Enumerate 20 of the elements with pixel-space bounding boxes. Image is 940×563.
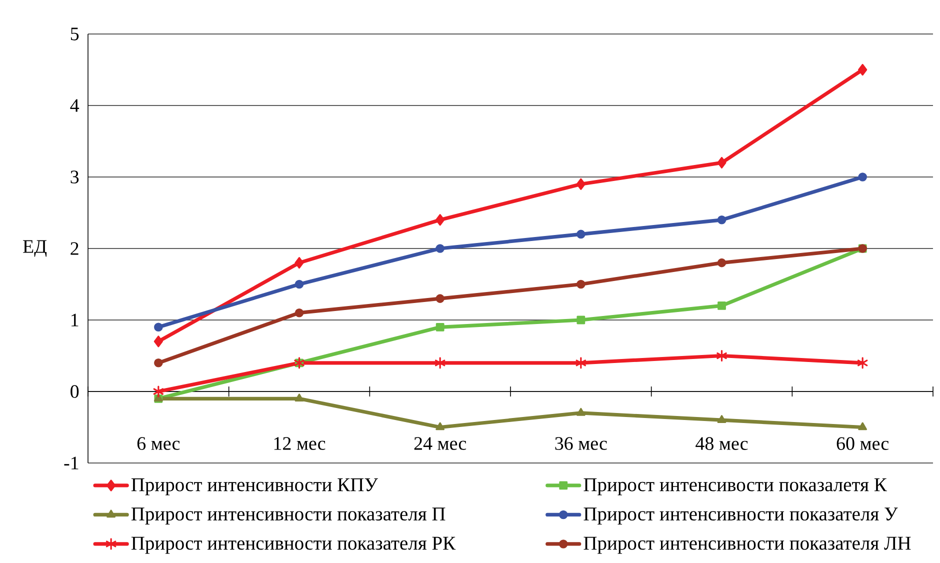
x-tick-label: 60 мес <box>836 437 889 450</box>
y-tick-label: -1 <box>64 456 78 470</box>
legend-label: Прирост интенсивности показателя РК <box>131 536 456 554</box>
legend-label: Прирост интенсивности показателя П <box>131 508 446 525</box>
y-tick-label: 1 <box>72 314 78 326</box>
y-tick-label: 5 <box>70 28 79 40</box>
x-tick-label: 48 мес <box>696 437 748 450</box>
legend-label: Прирост интенсивности КПУ <box>131 478 378 496</box>
y-tick-label: 3 <box>70 170 79 184</box>
y-tick-label: 2 <box>70 242 78 255</box>
x-tick-label: 6 мес <box>137 437 180 450</box>
x-tick-label: 24 мес <box>414 437 466 450</box>
legend-label: Прирост интенсивности показателя У <box>584 508 898 525</box>
legend-label: Прирост интенсивности показателя ЛН <box>584 536 911 554</box>
x-tick-label: 12 мес <box>274 437 326 450</box>
legend-label: Прирост интенсивости показалетя К <box>584 478 887 496</box>
y-tick-label: 4 <box>70 99 80 112</box>
y-axis-title: ЕД <box>23 240 47 257</box>
y-tick-label: 0 <box>70 385 79 398</box>
x-tick-label: 36 мес <box>555 437 607 450</box>
